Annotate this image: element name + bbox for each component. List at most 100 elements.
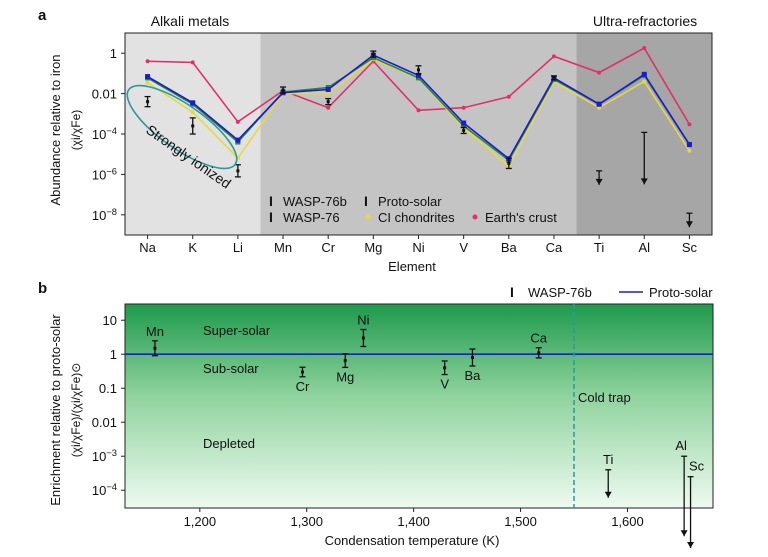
label-sub-solar: Sub-solar [203,361,259,376]
wasp76b-point [462,128,466,132]
a-xtick-label: Sc [682,240,698,255]
point-proto-solar [190,100,196,106]
a-xtick-label: Li [233,240,243,255]
a-xtick-label: Ti [594,240,604,255]
b-legend: I WASP-76b Proto-solar [510,284,713,300]
panel-label-a: a [38,7,47,24]
legend-marker-wasp76b: I [269,193,273,209]
a-xtick-label: Na [139,240,156,255]
a-ytick-label: 0.01 [92,87,117,102]
point-ci-chondrites [597,105,602,110]
a-xtick-label: Cr [321,240,335,255]
point-marker-v [443,366,447,370]
point-earth-s-crust [506,94,511,99]
wasp76b-point [281,88,285,92]
b-ytick-label: 10−3 [92,448,117,464]
a-xtick-label: Ca [546,240,563,255]
point-marker-ba [470,356,474,360]
upper-limit-arrow [640,178,648,185]
legend-label-wasp76b: WASP-76b [283,194,347,209]
a-xtick-label: Al [638,240,650,255]
a-ytick-label: 10−8 [92,207,117,223]
legend-marker-protosolar: I [364,193,368,209]
a-xtick-label: Mg [364,240,382,255]
a-ylabel-sub: (χi/χFe) [69,110,83,151]
point-ci-chondrites [687,148,692,153]
b-background [125,304,713,508]
point-earth-s-crust [235,119,240,124]
a-xtick-label: Ni [412,240,424,255]
point-earth-s-crust [687,122,692,127]
point-proto-solar [461,120,467,126]
legend-label-ci-chondrites: CI chondrites [378,210,455,225]
point-earth-s-crust [190,60,195,65]
point-wasp-76 [416,75,421,81]
upper-limit-arrow-sc [687,542,695,548]
point-earth-s-crust [416,108,421,113]
label-cold-trap: Cold trap [578,390,631,405]
legend-label-wasp76: WASP-76 [283,210,340,225]
legend-marker-wasp76: I [269,209,273,225]
point-proto-solar [686,142,692,148]
point-marker-ni [361,336,365,340]
b-ytick-label: 0.01 [92,415,117,430]
point-label-ni: Ni [357,313,369,328]
point-label-ca: Ca [530,331,547,346]
wasp76b-point [326,100,330,104]
label-depleted: Depleted [203,436,255,451]
a-xtick-label: Mn [274,240,292,255]
panel-a-plot: 1 0.01 10−4 10−6 10−8 Na K Li Mn Cr Mg Ni V Ba Ca Ti Al S… [92,32,713,255]
a-xtick-label: K [188,240,197,255]
a-ytick-label: 10−4 [92,126,117,142]
b-ytick-label: 0.1 [99,381,117,396]
b-ytick-label: 10−4 [92,482,117,498]
point-proto-solar [416,72,421,78]
point-ci-chondrites [145,80,150,85]
point-label-mn: Mn [146,324,164,339]
point-proto-solar [641,71,647,77]
upper-limit-arrow [595,178,603,185]
point-earth-s-crust [326,105,331,110]
a-legend: I WASP-76b I Proto-solar I WASP-76 CI ch… [269,193,557,225]
a-ylabel: Abundance relative to iron [48,54,63,205]
upper-limit-arrow-ti [604,491,612,498]
legend-marker-ci-chondrites [365,214,371,220]
b-xtick-label: 1,300 [290,514,323,529]
wasp76b-point [552,76,556,80]
point-earth-s-crust [461,105,466,110]
point-label-sc: Sc [689,459,705,474]
legend-label-protosolar: Proto-solar [378,194,442,209]
point-marker-ca [537,351,541,355]
point-label-v: V [440,377,449,392]
wasp76b-point [507,161,511,165]
b-xtick-label: 1,500 [504,514,537,529]
point-proto-solar [596,101,602,107]
point-proto-solar [235,137,241,143]
point-marker-cr [300,370,304,374]
strongly-ionized-ellipse [126,84,238,170]
region-label-alkali: Alkali metals [151,13,230,29]
label-super-solar: Super-solar [203,323,271,338]
legend-label-b-protosolar: Proto-solar [649,285,713,300]
b-ytick-label: 1 [110,347,117,362]
point-label-al: Al [675,438,687,453]
legend-marker-b-wasp76b: I [510,284,514,300]
upper-limit-arrow [685,221,693,228]
legend-marker-earths-crust [472,214,478,220]
b-frame [124,303,714,509]
point-ci-chondrites [326,91,331,96]
b-ylabel: Enrichment relative to proto-solar [48,314,63,506]
region-label-ultra-refractories: Ultra-refractories [593,13,697,29]
wasp76b-point [146,100,150,104]
wasp76b-point [371,52,375,56]
point-earth-s-crust [551,54,556,59]
point-label-cr: Cr [296,379,310,394]
b-ylabel-sub: (χi/χFe)/(χi/χFe)⊙ [69,363,83,458]
wasp76b-point [191,124,195,128]
point-label-mg: Mg [336,369,354,384]
a-ytick-label: 10−6 [92,166,117,182]
a-xlabel: Element [388,259,436,274]
b-ytick-label: 10 [103,313,117,328]
point-earth-s-crust [597,70,602,75]
